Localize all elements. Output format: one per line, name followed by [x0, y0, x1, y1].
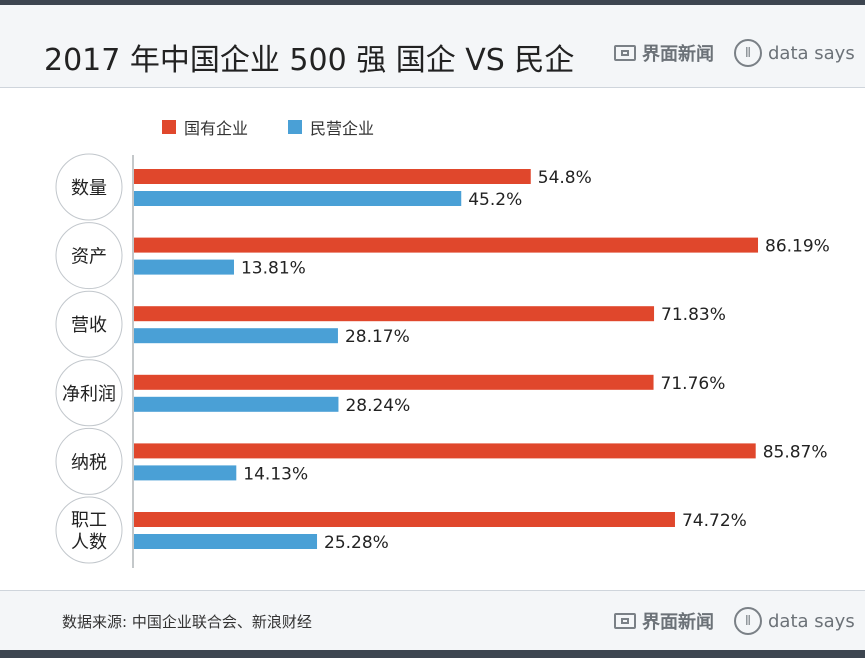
category-label: 数量 — [71, 178, 107, 199]
legend-swatch-private — [288, 120, 303, 134]
category-label: 净利润 — [62, 384, 116, 405]
brand-tag: data says — [768, 610, 855, 632]
page-title: 2017 年中国企业 500 强 国企 VS 民企 — [44, 43, 575, 78]
brand-tag: data says — [768, 42, 855, 64]
footer: 数据来源: 中国企业联合会、新浪财经 界面新闻 ⦀ data says — [0, 590, 865, 651]
legend-label-state: 国有企业 — [184, 119, 249, 138]
data-says-logo-icon: ⦀ — [734, 39, 762, 67]
category-circle — [55, 359, 123, 427]
data-says-logo-icon: ⦀ — [734, 607, 762, 635]
category-label: 职工 — [71, 510, 107, 531]
category-circle — [55, 222, 123, 290]
data-label: 54.8% — [538, 168, 592, 188]
data-label: 71.76% — [661, 374, 726, 394]
bar-private — [134, 534, 318, 549]
data-label: 25.28% — [324, 533, 389, 553]
category-circle — [55, 496, 123, 564]
data-label: 71.83% — [661, 305, 726, 325]
category-label: 纳税 — [71, 452, 107, 473]
bar-state-owned — [134, 306, 655, 322]
source-note: 数据来源: 中国企业联合会、新浪财经 — [62, 613, 312, 631]
bar-private — [134, 396, 339, 412]
legend: 国有企业 民营企业 — [162, 115, 374, 139]
data-label: 45.2% — [468, 190, 522, 210]
header-brand: 界面新闻 ⦀ data says — [614, 39, 855, 67]
category-label: 人数 — [71, 532, 107, 553]
category-circle — [55, 427, 123, 495]
bar-state-owned — [134, 374, 654, 390]
footer-brand: 界面新闻 ⦀ data says — [614, 607, 855, 635]
bar-private — [134, 328, 338, 344]
data-label: 86.19% — [765, 237, 830, 257]
category-circle — [55, 290, 123, 358]
data-label: 14.13% — [243, 464, 308, 484]
brand-name: 界面新闻 — [642, 612, 714, 633]
bottom-bar — [0, 650, 865, 658]
category-circle — [55, 153, 123, 221]
legend-item-private: 民营企业 — [288, 115, 374, 139]
data-label: 13.81% — [241, 259, 306, 279]
bar-private — [134, 259, 234, 275]
top-bar — [0, 0, 865, 5]
legend-swatch-state — [162, 120, 176, 134]
legend-label-private: 民营企业 — [310, 119, 375, 138]
header: 2017 年中国企业 500 强 国企 VS 民企 界面新闻 ⦀ data sa… — [0, 5, 865, 88]
jiemian-logo-icon — [614, 45, 636, 61]
legend-item-state: 国有企业 — [162, 115, 248, 139]
bar-state-owned — [134, 237, 759, 253]
data-label: 85.87% — [763, 442, 828, 462]
bar-state-owned — [134, 443, 756, 459]
category-label: 资产 — [71, 247, 107, 268]
bar-private — [134, 465, 237, 481]
jiemian-logo-icon — [614, 613, 636, 629]
category-label: 营收 — [71, 315, 107, 336]
data-label: 28.24% — [345, 396, 410, 416]
data-label: 74.72% — [682, 511, 747, 531]
data-label: 28.17% — [345, 327, 410, 347]
bar-state-owned — [134, 169, 531, 184]
bar-private — [134, 191, 462, 206]
bar-state-owned — [134, 512, 675, 527]
brand-name: 界面新闻 — [642, 44, 714, 65]
